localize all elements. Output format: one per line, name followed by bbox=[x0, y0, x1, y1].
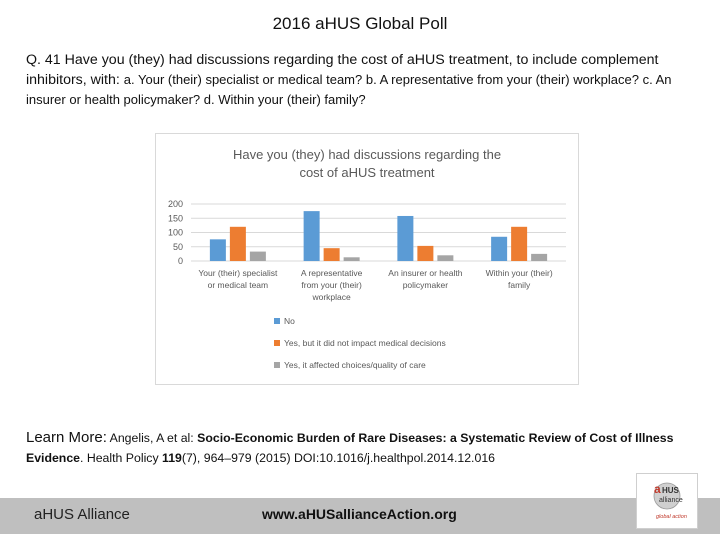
logo-globe bbox=[654, 483, 680, 509]
learn-more-label: Learn More: bbox=[26, 429, 107, 446]
logo-word: HUS bbox=[662, 486, 680, 495]
bar-3 bbox=[437, 255, 454, 261]
bar-2 bbox=[323, 248, 340, 261]
bar-1 bbox=[491, 236, 508, 261]
chart-panel: Have you (they) had discussions regardin… bbox=[155, 133, 579, 385]
bar-3 bbox=[531, 253, 548, 261]
legend-label: Yes, it affected choices/quality of care bbox=[284, 360, 426, 370]
x-tick-label: or medical team bbox=[208, 280, 268, 290]
x-tick-label: from your (their) bbox=[301, 280, 362, 290]
footer-url[interactable]: www.aHUSallianceAction.org bbox=[262, 506, 457, 522]
legend-label: No bbox=[284, 316, 295, 326]
citation-volume: 119 bbox=[162, 451, 182, 465]
bar-3 bbox=[343, 257, 360, 261]
citation-title: Socio-Economic Burden of Rare Diseases: … bbox=[26, 431, 674, 465]
bar-3 bbox=[249, 251, 266, 261]
bar-2 bbox=[229, 226, 246, 261]
question-text: Q. 41 Have you (they) had discussions re… bbox=[26, 50, 706, 110]
learn-more: Learn More: Angelis, A et al: Socio-Econ… bbox=[26, 428, 716, 468]
question-options: a. Your (their) specialist or medical te… bbox=[26, 72, 672, 107]
bar-1 bbox=[303, 211, 320, 261]
y-tick-label: 100 bbox=[168, 228, 183, 238]
citation-details: (7), 964–979 (2015) DOI:10.1016/j.health… bbox=[181, 451, 495, 465]
logo-tagline: alliance bbox=[659, 497, 683, 504]
legend-swatch bbox=[274, 362, 280, 368]
ahus-alliance-logo: a HUS alliance global action bbox=[636, 473, 698, 529]
x-tick-label: workplace bbox=[311, 292, 351, 302]
bar-2 bbox=[417, 245, 434, 261]
slide-title: 2016 aHUS Global Poll bbox=[272, 14, 448, 33]
bar-chart: Have you (they) had discussions regardin… bbox=[168, 147, 566, 370]
legend-swatch bbox=[274, 340, 280, 346]
legend-swatch bbox=[274, 318, 280, 324]
y-tick-label: 0 bbox=[178, 256, 183, 266]
bar-2 bbox=[511, 226, 528, 261]
chart-title-line: Have you (they) had discussions regardin… bbox=[233, 147, 501, 162]
chart-title-line: cost of aHUS treatment bbox=[299, 165, 434, 180]
x-tick-label: An insurer or health bbox=[388, 268, 462, 278]
question-stem: Q. 41 Have you (they) had discussions re… bbox=[26, 52, 659, 88]
legend-label: Yes, but it did not impact medical decis… bbox=[284, 338, 446, 348]
citation-authors: Angelis, A et al: bbox=[109, 431, 194, 445]
x-tick-label: A representative bbox=[301, 268, 363, 278]
x-tick-label: policymaker bbox=[403, 280, 449, 290]
footer-bar: aHUS Alliance www.aHUSallianceAction.org bbox=[0, 498, 720, 534]
logo-subline: global action bbox=[656, 514, 687, 520]
logo-mark: a HUS alliance global action bbox=[653, 482, 687, 520]
citation-journal: . Health Policy bbox=[80, 451, 159, 465]
x-tick-label: Within your (their) bbox=[486, 268, 553, 278]
y-tick-label: 200 bbox=[168, 199, 183, 209]
footer-org: aHUS Alliance bbox=[34, 506, 130, 523]
bar-1 bbox=[209, 239, 226, 261]
logo-globe-outline bbox=[653, 482, 681, 510]
x-tick-label: Your (their) specialist bbox=[198, 268, 278, 278]
y-tick-label: 50 bbox=[173, 242, 183, 252]
logo-letter: a bbox=[654, 482, 661, 496]
bar-1 bbox=[397, 215, 414, 261]
x-tick-label: family bbox=[508, 280, 531, 290]
y-tick-label: 150 bbox=[168, 213, 183, 223]
